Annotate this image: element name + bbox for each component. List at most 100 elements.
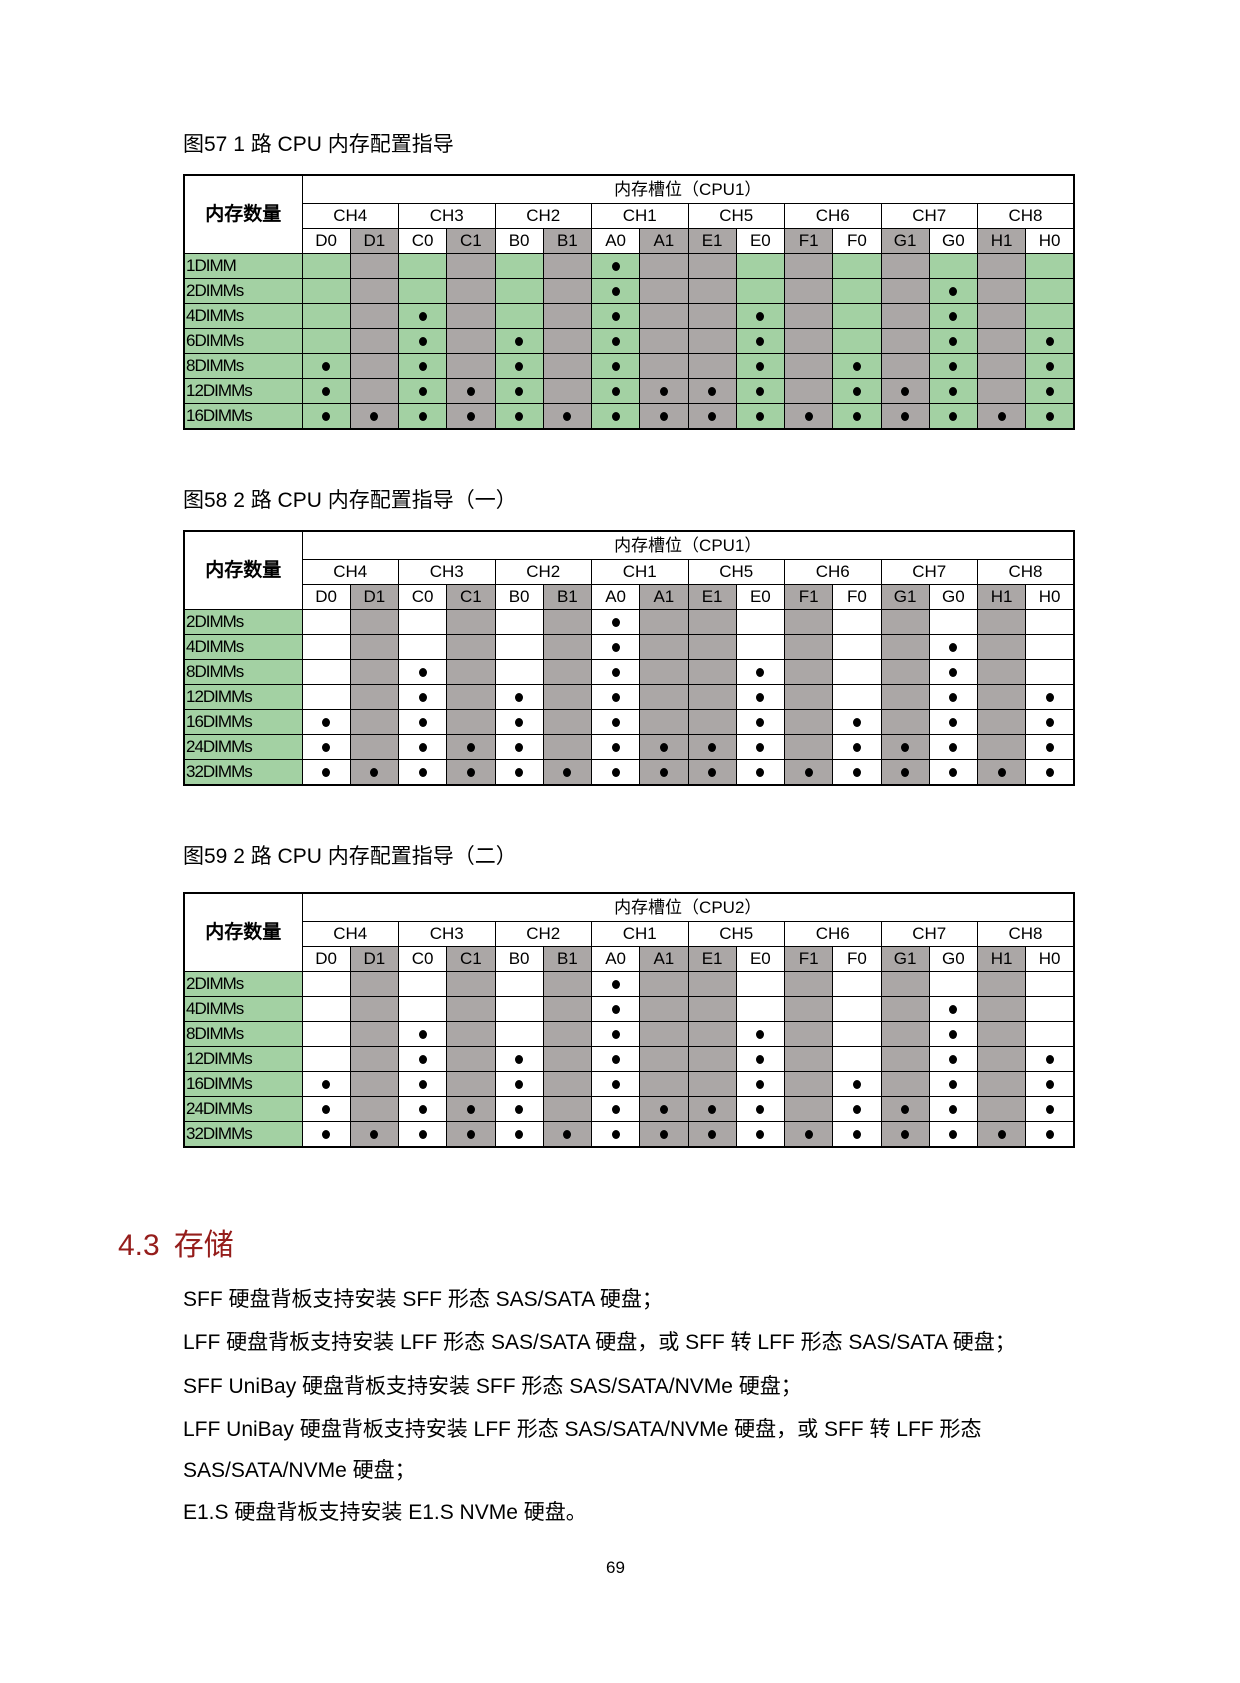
slot-cell-H0	[1025, 278, 1075, 304]
slot-header: F0	[832, 228, 882, 254]
paragraph: SAS/SATA/NVMe 硬盘；	[183, 1459, 416, 1482]
slot-cell-E0	[735, 709, 786, 735]
slot-cell-B0	[494, 659, 544, 685]
slot-header: D1	[349, 584, 400, 610]
populated-dot-icon	[611, 1005, 620, 1015]
slot-cell-B0	[494, 278, 544, 304]
channel-header: CH2	[494, 921, 592, 947]
populated-dot-icon	[418, 362, 427, 372]
channel-header: CH3	[398, 921, 496, 947]
slot-cell-D1	[349, 378, 400, 404]
slot-cell-G1	[880, 734, 930, 760]
slot-cell-D0	[301, 734, 351, 760]
slot-cell-C1	[446, 328, 496, 354]
slot-cell-G1	[880, 759, 930, 786]
slot-cell-A0	[590, 734, 641, 760]
slot-cell-H1	[976, 353, 1027, 379]
channel-header: CH5	[687, 203, 785, 229]
slot-cell-F0	[832, 1071, 882, 1097]
populated-dot-icon	[756, 743, 765, 753]
slot-cell-A1	[639, 634, 689, 660]
slot-cell-C0	[397, 709, 448, 735]
slot-cell-H1	[976, 1046, 1027, 1072]
slot-cell-G1	[880, 1046, 930, 1072]
slot-cell-G0	[928, 759, 979, 786]
slot-cell-G0	[928, 1121, 979, 1148]
slot-header: G0	[928, 228, 979, 254]
slot-cell-E0	[735, 734, 786, 760]
slot-cell-A1	[639, 1046, 689, 1072]
slot-cell-B1	[542, 278, 593, 304]
dimm-count-label: 6DIMMs	[183, 328, 303, 354]
slot-cell-E0	[735, 1121, 786, 1148]
page-number: 69	[606, 1558, 625, 1577]
populated-dot-icon	[611, 1055, 620, 1065]
table-row: 2DIMMs	[183, 609, 1075, 635]
slot-cell-F0	[832, 659, 882, 685]
populated-dot-icon	[949, 337, 958, 347]
populated-dot-icon	[370, 1130, 379, 1140]
slot-cell-D0	[301, 634, 351, 660]
populated-dot-icon	[611, 387, 620, 397]
populated-dot-icon	[418, 743, 427, 753]
slot-cell-H0	[1025, 328, 1075, 354]
populated-dot-icon	[515, 387, 524, 397]
slot-header: E0	[735, 228, 786, 254]
slot-cell-B0	[494, 303, 544, 329]
slot-cell-B0	[494, 378, 544, 404]
slot-cell-G0	[928, 278, 979, 304]
populated-dot-icon	[949, 718, 958, 728]
populated-dot-icon	[611, 362, 620, 372]
slot-cell-G1	[880, 609, 930, 635]
populated-dot-icon	[1045, 1055, 1054, 1065]
slot-cell-H0	[1025, 353, 1075, 379]
populated-dot-icon	[611, 768, 620, 778]
table-row: 32DIMMs	[183, 1121, 1075, 1148]
populated-dot-icon	[1045, 362, 1054, 372]
slot-cell-D1	[349, 403, 400, 430]
slot-cell-B0	[494, 734, 544, 760]
slot-cell-E1	[687, 659, 737, 685]
slot-cell-G1	[880, 278, 930, 304]
slot-cell-D1	[349, 609, 400, 635]
slot-cell-F0	[832, 759, 882, 786]
populated-dot-icon	[322, 768, 331, 778]
populated-dot-icon	[1045, 1105, 1054, 1115]
row-header: 内存数量	[183, 892, 303, 972]
slot-header: D0	[301, 946, 351, 972]
slot-cell-E0	[735, 996, 786, 1022]
slot-cell-F0	[832, 609, 882, 635]
slot-cell-H0	[1025, 759, 1075, 786]
slot-cell-A1	[639, 253, 689, 279]
slot-header: F1	[783, 228, 834, 254]
channel-header: CH8	[977, 559, 1075, 585]
slot-cell-A0	[590, 403, 641, 430]
slot-header: C0	[397, 946, 448, 972]
slot-cell-B1	[542, 684, 593, 710]
dimm-count-label: 2DIMMs	[183, 609, 303, 635]
slot-cell-A0	[590, 971, 641, 997]
slot-cell-C0	[397, 303, 448, 329]
populated-dot-icon	[949, 1005, 958, 1015]
dimm-count-label: 8DIMMs	[183, 1021, 303, 1047]
populated-dot-icon	[370, 412, 379, 422]
populated-dot-icon	[466, 1130, 475, 1140]
dimm-count-label: 8DIMMs	[183, 353, 303, 379]
slot-cell-G1	[880, 634, 930, 660]
slot-cell-B1	[542, 1071, 593, 1097]
slot-cell-F0	[832, 378, 882, 404]
slot-cell-E1	[687, 759, 737, 786]
slot-cell-D0	[301, 328, 351, 354]
slot-cell-H0	[1025, 609, 1075, 635]
slot-cell-E1	[687, 1071, 737, 1097]
populated-dot-icon	[804, 1130, 813, 1140]
populated-dot-icon	[949, 1055, 958, 1065]
slot-cell-D0	[301, 684, 351, 710]
slot-header: E1	[687, 584, 737, 610]
slot-cell-H1	[976, 253, 1027, 279]
slot-cell-A1	[639, 659, 689, 685]
slot-header: B0	[494, 946, 544, 972]
slot-cell-A0	[590, 378, 641, 404]
channel-header: CH7	[880, 559, 978, 585]
slot-cell-G0	[928, 1021, 979, 1047]
